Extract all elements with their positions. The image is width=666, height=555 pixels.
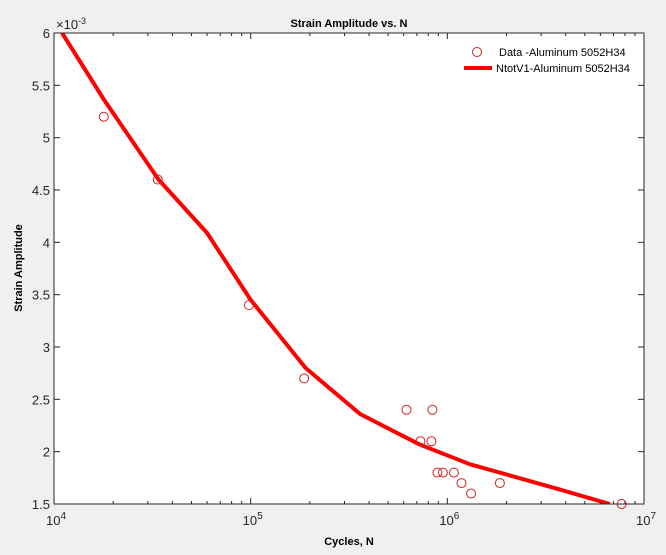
data-point <box>437 467 448 478</box>
x-tick-label: 107 <box>636 511 656 528</box>
y-tick-label: 3 <box>43 340 50 355</box>
data-point <box>448 467 459 478</box>
data-point <box>494 478 505 489</box>
data-markers <box>98 111 627 509</box>
y-tick-label: 5 <box>43 131 50 146</box>
x-axis-label: Cycles, N <box>324 536 374 548</box>
data-point <box>427 404 438 415</box>
data-point <box>98 111 109 122</box>
y-tick-label: 2.5 <box>32 392 50 407</box>
legend-marker-icon <box>472 47 482 57</box>
data-point <box>456 478 467 489</box>
legend-fit-label: NtotV1-Aluminum 5052H34 <box>496 63 630 75</box>
data-point <box>432 467 443 478</box>
chart-title: Strain Amplitude vs. N <box>291 18 408 30</box>
y-tick-label: 6 <box>43 26 50 41</box>
x-tick-label: 105 <box>243 511 263 528</box>
y-tick-label: 2 <box>43 445 50 460</box>
data-point <box>426 436 437 447</box>
y-tick-label: 5.5 <box>32 78 50 93</box>
data-point <box>299 373 310 384</box>
data-point <box>243 300 254 311</box>
axes-box <box>53 32 645 505</box>
y-exponent-label: ×10-3 <box>56 16 86 32</box>
y-tick-label: 3.5 <box>32 288 50 303</box>
x-tick-label: 106 <box>439 511 459 528</box>
y-tick-label: 1.5 <box>32 497 50 512</box>
y-tick-labels: 1.5 2 2.5 3 3.5 4 4.5 5 5.5 6 <box>32 26 50 512</box>
x-tick-labels: 104 105 106 107 <box>46 511 656 528</box>
legend: Data -Aluminum 5052H34 NtotV1-Aluminum 5… <box>464 47 630 75</box>
y-tick-label: 4 <box>43 235 50 250</box>
plot-area <box>54 33 644 504</box>
y-axis-label: Strain Amplitude <box>13 224 25 312</box>
y-tick-label: 4.5 <box>32 183 50 198</box>
fit-curve <box>60 33 611 504</box>
x-tick-label: 104 <box>46 511 66 528</box>
legend-data-label: Data -Aluminum 5052H34 <box>499 47 626 59</box>
data-point <box>415 436 426 447</box>
data-point <box>401 404 412 415</box>
data-point <box>466 488 477 499</box>
data-point <box>152 174 163 185</box>
